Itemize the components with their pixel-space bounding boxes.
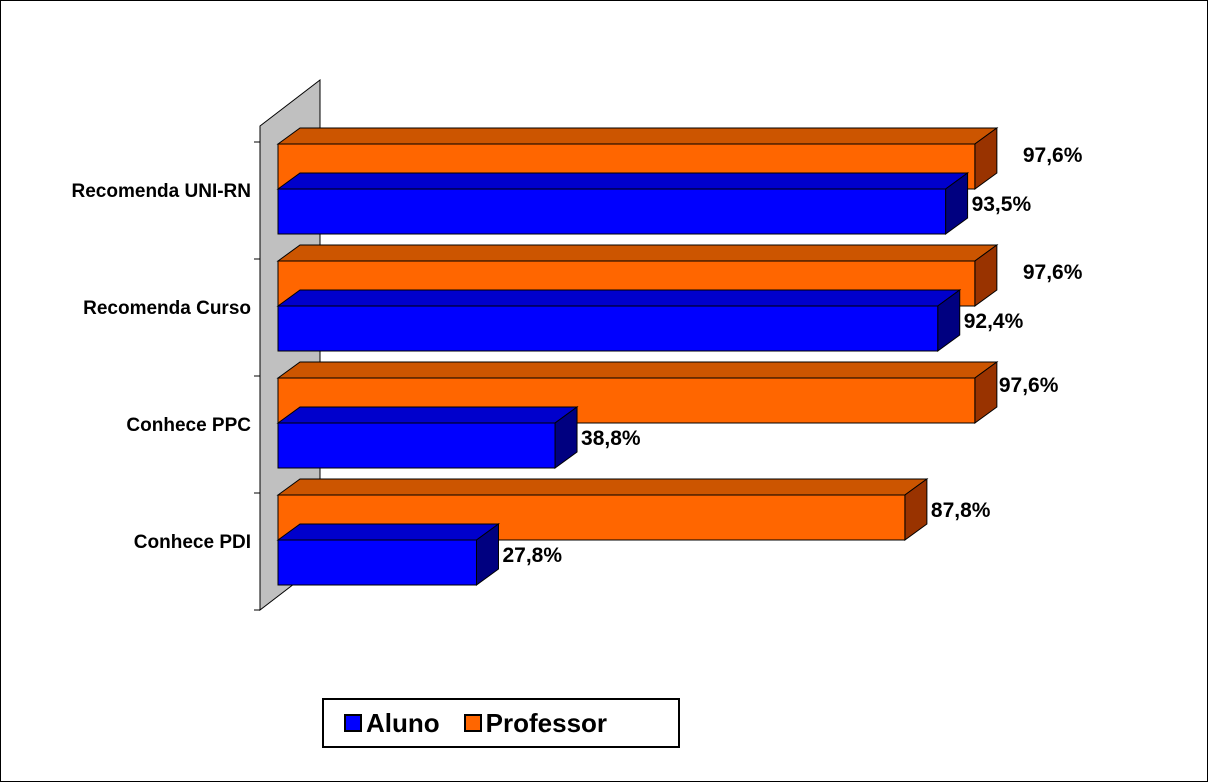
data-label-aluno-recomenda-curso: 92,4% bbox=[964, 310, 1024, 333]
legend-item-aluno: Aluno bbox=[344, 708, 440, 739]
bar-aluno-conhece-ppc-top bbox=[276, 406, 579, 424]
data-labels: 97,6% 93,5% 97,6% 92,4% 97,6% 38,8% 87,8% 27,8% bbox=[502, 144, 1082, 567]
legend-item-professor: Professor bbox=[463, 707, 608, 739]
data-label-professor-recomenda-uni-rn: 97,6% bbox=[1023, 144, 1083, 167]
bar-aluno-conhece-pdi bbox=[277, 539, 477, 586]
legend-label-professor: Professor bbox=[485, 707, 608, 738]
bar-professor-recomenda-curso-top bbox=[276, 244, 999, 262]
data-label-aluno-conhece-ppc: 38,8% bbox=[581, 427, 641, 450]
bar-aluno-recomenda-curso bbox=[277, 305, 939, 352]
bar-aluno-conhece-ppc bbox=[277, 422, 556, 469]
category-label-conhece-pdi: Conhece PDI bbox=[134, 532, 251, 553]
bar-series bbox=[276, 127, 999, 586]
bar-professor-conhece-pdi-top bbox=[276, 478, 929, 496]
bar-professor-recomenda-uni-rn-top bbox=[276, 127, 999, 145]
legend-swatch-aluno bbox=[344, 714, 362, 732]
data-label-aluno-recomenda-uni-rn: 93,5% bbox=[972, 193, 1032, 216]
bar-aluno-recomenda-curso-top bbox=[276, 289, 962, 307]
bar-professor-conhece-ppc-top bbox=[276, 361, 999, 379]
bar-aluno-recomenda-uni-rn-top bbox=[276, 172, 970, 190]
category-axis: Recomenda UNI-RN Recomenda Curso Conhece P… bbox=[72, 141, 260, 611]
data-label-aluno-conhece-pdi: 27,8% bbox=[502, 544, 562, 567]
legend-label-aluno: Aluno bbox=[366, 707, 440, 738]
data-label-professor-recomenda-curso: 97,6% bbox=[1023, 261, 1083, 284]
category-label-recomenda-curso: Recomenda Curso bbox=[83, 298, 251, 319]
bar-aluno-recomenda-uni-rn bbox=[277, 188, 947, 235]
category-label-conhece-ppc: Conhece PPC bbox=[126, 415, 251, 436]
data-label-professor-conhece-ppc: 97,6% bbox=[999, 374, 1059, 397]
category-label-recomenda-uni-rn: Recomenda UNI-RN bbox=[72, 181, 251, 202]
legend: Aluno Professor bbox=[322, 698, 680, 748]
bar-aluno-conhece-pdi-top bbox=[276, 523, 501, 541]
legend-swatch-professor bbox=[463, 714, 482, 732]
data-label-professor-conhece-pdi: 87,8% bbox=[931, 499, 991, 522]
